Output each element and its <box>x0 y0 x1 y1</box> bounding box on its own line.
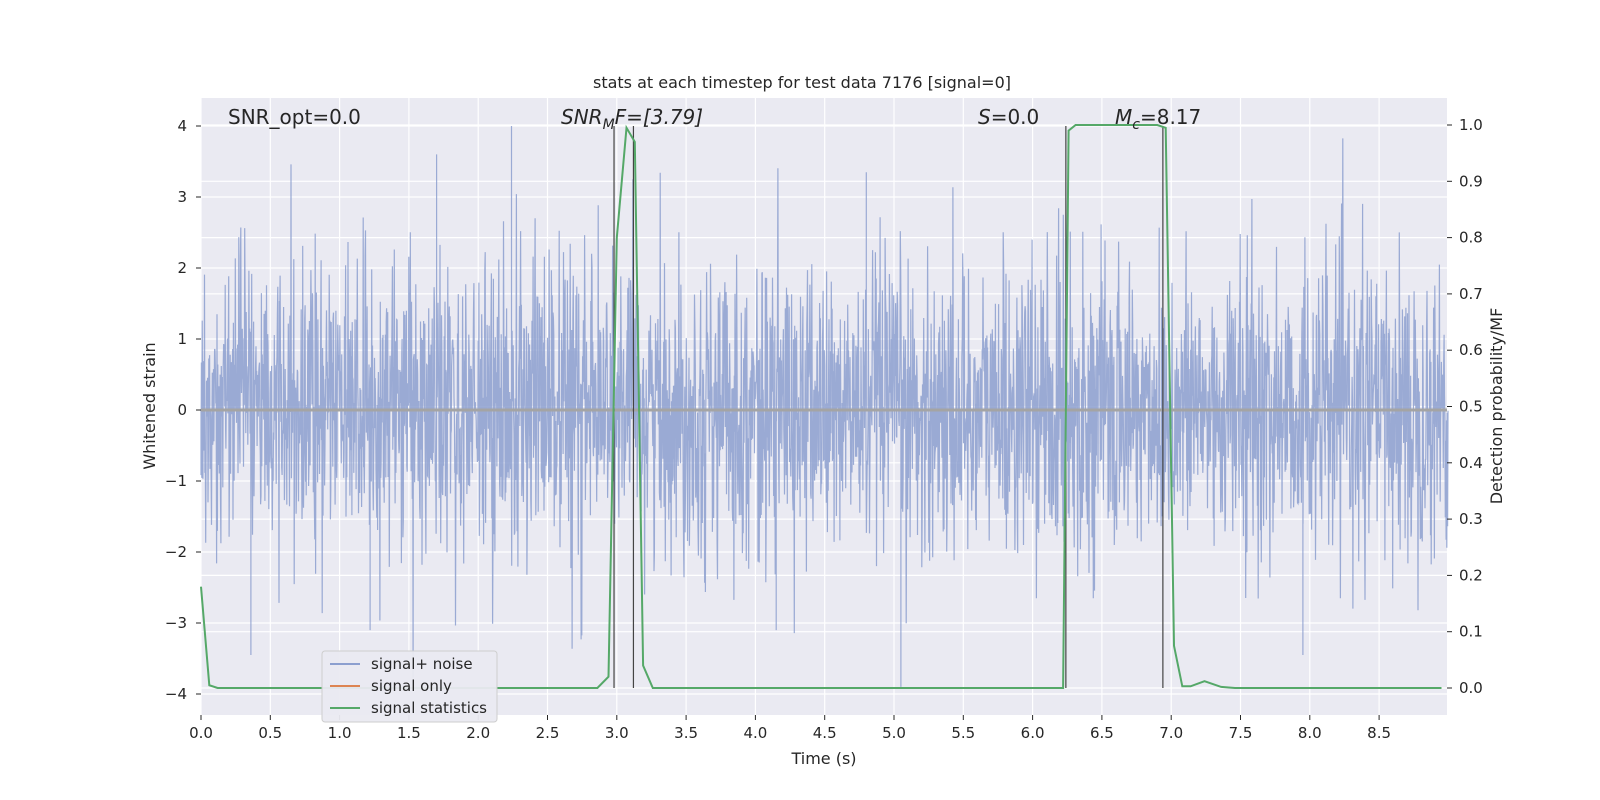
x-tick-label: 7.5 <box>1229 724 1253 742</box>
x-tick-label: 7.0 <box>1159 724 1183 742</box>
y-tick-label: 4 <box>177 117 187 135</box>
x-tick-label: 1.0 <box>328 724 352 742</box>
y-tick-label: 2 <box>177 259 187 277</box>
x-tick-label: 2.0 <box>466 724 490 742</box>
x-tick-label: 8.5 <box>1367 724 1391 742</box>
x-tick-label: 6.5 <box>1090 724 1114 742</box>
s-italic: S <box>978 105 991 129</box>
annotation-snr-mf: SNRMF=[3.79] <box>561 105 703 133</box>
legend-box <box>321 650 498 723</box>
y-axis-label: Whitened strain <box>140 342 159 469</box>
x-tick-label: 2.5 <box>536 724 560 742</box>
snr-mf-sub: M <box>603 117 615 133</box>
x-tick-label: 1.5 <box>397 724 421 742</box>
x-axis-ticks: 0.0 0.5 1.0 1.5 2.0 2.5 3.0 3.5 4.0 4.5 5.0 5.5 6.0 6… <box>189 715 1391 742</box>
y2-axis-label: Detection probability/MF <box>1487 308 1506 505</box>
snr-mf-rest: F=[3.79] <box>615 105 703 129</box>
mc-rest: =8.17 <box>1140 105 1201 129</box>
snr-mf-main: SNR <box>561 105 603 129</box>
y-axis-ticks: −4 −3 −2 −1 0 1 2 3 4 <box>165 117 201 703</box>
y-tick-label: −1 <box>165 472 187 490</box>
x-tick-label: 0.0 <box>189 724 213 742</box>
legend-label-signal-statistics: signal statistics <box>371 699 487 717</box>
y2-tick-label: 0.9 <box>1459 172 1483 190</box>
mc-main: M <box>1115 105 1132 129</box>
y2-tick-label: 0.6 <box>1459 341 1483 359</box>
y2-tick-label: 0.7 <box>1459 285 1483 303</box>
x-tick-label: 5.0 <box>882 724 906 742</box>
y2-tick-label: 0.5 <box>1459 398 1483 416</box>
s-rest: =0.0 <box>991 105 1040 129</box>
x-axis-label: Time (s) <box>790 749 856 768</box>
y2-tick-label: 1.0 <box>1459 116 1483 134</box>
y2-axis-ticks: 0.0 0.1 0.2 0.3 0.4 0.5 0.6 0.7 0.8 0.9 1.0 <box>1447 116 1483 697</box>
y2-tick-label: 0.2 <box>1459 566 1483 584</box>
y-tick-label: −3 <box>165 614 187 632</box>
y-tick-label: −2 <box>165 543 187 561</box>
x-tick-label: 3.5 <box>674 724 698 742</box>
signal-statistics-line <box>200 124 1442 689</box>
y-tick-label: 1 <box>177 330 187 348</box>
annotation-mc: Mc=8.17 <box>1115 105 1201 133</box>
legend-label-signal-noise: signal+ noise <box>371 655 473 673</box>
annotation-snr-opt: SNR_opt=0.0 <box>228 105 361 129</box>
mc-sub: c <box>1132 117 1140 133</box>
y-tick-label: 0 <box>177 401 187 419</box>
x-tick-label: 0.5 <box>258 724 282 742</box>
annotation-s: S=0.0 <box>978 105 1039 129</box>
signal-noise-trace <box>200 126 1449 687</box>
x-tick-label: 3.0 <box>605 724 629 742</box>
y2-tick-label: 0.0 <box>1459 679 1483 697</box>
y2-tick-label: 0.3 <box>1459 510 1483 528</box>
x-tick-label: 8.0 <box>1298 724 1322 742</box>
y2-tick-label: 0.1 <box>1459 623 1483 641</box>
legend: signal+ noise signal only signal statist… <box>321 650 498 723</box>
y-tick-label: 3 <box>177 188 187 206</box>
x-tick-label: 4.0 <box>743 724 767 742</box>
x-tick-label: 4.5 <box>813 724 837 742</box>
y2-tick-label: 0.4 <box>1459 454 1483 472</box>
x-tick-label: 6.0 <box>1021 724 1045 742</box>
y-tick-label: −4 <box>165 685 187 703</box>
y2-tick-label: 0.8 <box>1459 229 1483 247</box>
x-tick-label: 5.5 <box>951 724 975 742</box>
chart-title: stats at each timestep for test data 717… <box>593 73 1011 92</box>
signal-noise-path <box>200 126 1449 687</box>
legend-label-signal-only: signal only <box>371 677 452 695</box>
